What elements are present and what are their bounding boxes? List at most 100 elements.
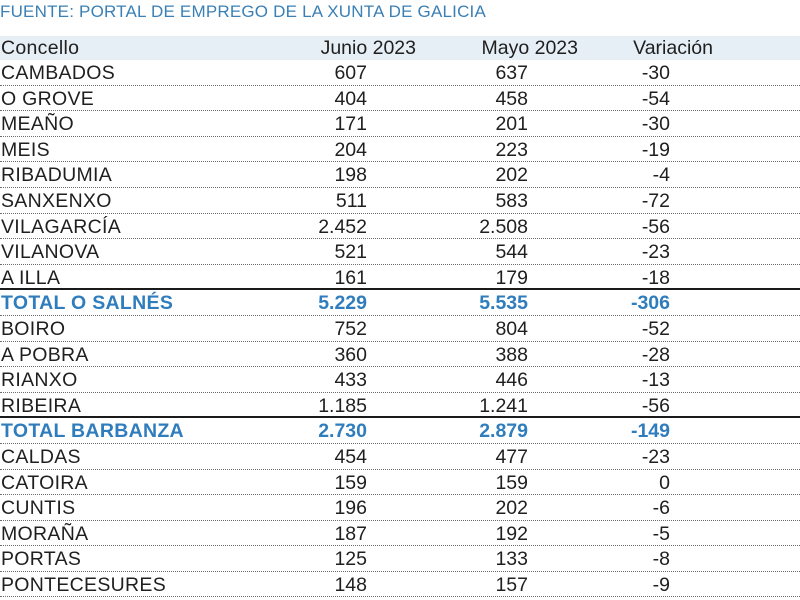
cell-variacion: -52: [641, 317, 670, 340]
source-caption: FUENTE: PORTAL DE EMPREGO DE LA XUNTA DE…: [0, 2, 487, 21]
table-row: RIANXO 433 446 -13: [0, 367, 800, 393]
total-row-o-salnes: TOTAL O SALNÉS 5.229 5.535 -306: [0, 290, 800, 316]
cell-junio: 187: [334, 522, 367, 545]
cell-concello: MORAÑA: [1, 522, 89, 545]
header-concello: Concello: [1, 37, 80, 59]
cell-variacion: -23: [641, 241, 670, 264]
cell-junio: 2.730: [318, 420, 367, 443]
cell-concello: PONTECESURES: [1, 573, 167, 596]
cell-variacion: -9: [652, 573, 670, 596]
cell-concello: CUNTIS: [1, 497, 76, 520]
cell-junio: 161: [334, 266, 367, 289]
cell-variacion: -8: [652, 548, 670, 571]
cell-variacion: -54: [641, 87, 670, 110]
cell-concello: A ILLA: [1, 266, 61, 289]
header-mayo-2023: Mayo 2023: [481, 37, 578, 59]
cell-concello: CATOIRA: [1, 471, 88, 494]
cell-mayo: 804: [495, 317, 528, 340]
cell-mayo: 388: [495, 343, 528, 366]
cell-variacion: 0: [659, 471, 670, 494]
cell-concello: TOTAL BARBANZA: [1, 420, 184, 443]
cell-junio: 433: [334, 369, 367, 392]
cell-mayo: 133: [495, 548, 528, 571]
cell-concello: MEIS: [1, 138, 50, 161]
table-row: PONTECESURES 148 157 -9: [0, 572, 800, 598]
cell-junio: 454: [334, 445, 367, 468]
table-row: PORTAS 125 133 -8: [0, 546, 800, 572]
table-row: CALDAS 454 477 -23: [0, 444, 800, 470]
cell-variacion: -5: [652, 522, 670, 545]
cell-concello: RIBADUMIA: [1, 164, 113, 187]
cell-junio: 511: [335, 189, 367, 212]
table-header-row: Concello Junio 2023 Mayo 2023 Variación: [0, 36, 800, 60]
table-row: RIBADUMIA 198 202 -4: [0, 162, 800, 188]
cell-concello: RIBEIRA: [1, 394, 82, 417]
cell-mayo: 192: [495, 522, 528, 545]
total-row-barbanza: TOTAL BARBANZA 2.730 2.879 -149: [0, 418, 800, 444]
table-row: VILANOVA 521 544 -23: [0, 239, 800, 265]
table-row: MORAÑA 187 192 -5: [0, 521, 800, 547]
cell-mayo: 446: [495, 369, 528, 392]
cell-mayo: 5.535: [479, 292, 528, 315]
cell-junio: 521: [334, 241, 367, 264]
table-row: O GROVE 404 458 -54: [0, 86, 800, 112]
cell-concello: SANXENXO: [1, 189, 112, 212]
cell-mayo: 458: [495, 87, 528, 110]
table-row: RIBEIRA 1.185 1.241 -56: [0, 393, 800, 419]
cell-mayo: 583: [495, 189, 528, 212]
table-row: BOIRO 752 804 -52: [0, 316, 800, 342]
cell-junio: 752: [334, 317, 367, 340]
cell-mayo: 223: [495, 138, 528, 161]
cell-variacion: -72: [641, 189, 670, 212]
cell-variacion: -149: [630, 420, 670, 443]
cell-mayo: 637: [495, 62, 528, 84]
cell-concello: TOTAL O SALNÉS: [1, 292, 174, 315]
cell-variacion: -56: [641, 215, 670, 238]
table-row: MEAÑO 171 201 -30: [0, 111, 800, 137]
table-row: MEIS 204 223 -19: [0, 137, 800, 163]
cell-concello: VILAGARCÍA: [1, 215, 122, 238]
cell-variacion: -13: [641, 369, 670, 392]
cell-concello: CAMBADOS: [1, 62, 116, 84]
cell-junio: 204: [334, 138, 367, 161]
cell-variacion: -56: [641, 394, 670, 417]
cell-junio: 196: [334, 497, 367, 520]
cell-mayo: 159: [495, 471, 528, 494]
table-row: CUNTIS 196 202 -6: [0, 495, 800, 521]
cell-concello: RIANXO: [1, 369, 78, 392]
cell-variacion: -23: [641, 445, 670, 468]
table-row: CAMBADOS 607 637 -30: [0, 60, 800, 86]
cell-junio: 607: [334, 62, 367, 84]
cell-concello: A POBRA: [1, 343, 89, 366]
cell-junio: 171: [334, 113, 367, 136]
unemployment-table: Concello Junio 2023 Mayo 2023 Variación …: [0, 36, 800, 598]
cell-mayo: 2.508: [479, 215, 528, 238]
cell-concello: BOIRO: [1, 317, 66, 340]
cell-junio: 198: [334, 164, 367, 187]
cell-junio: 1.185: [318, 394, 367, 417]
table-row: A ILLA 161 179 -18: [0, 265, 800, 291]
cell-concello: CALDAS: [1, 445, 81, 468]
cell-junio: 404: [334, 87, 367, 110]
table-row: A POBRA 360 388 -28: [0, 342, 800, 368]
cell-concello: O GROVE: [1, 87, 95, 110]
cell-variacion: -306: [630, 292, 670, 315]
cell-variacion: -30: [641, 62, 670, 84]
cell-junio: 159: [334, 471, 367, 494]
cell-junio: 5.229: [318, 292, 367, 315]
cell-mayo: 179: [495, 266, 528, 289]
cell-mayo: 544: [495, 241, 528, 264]
table-row: CATOIRA 159 159 0: [0, 470, 800, 496]
cell-junio: 148: [334, 573, 367, 596]
cell-junio: 125: [334, 548, 367, 571]
header-variacion: Variación: [633, 37, 713, 59]
table-row: VILAGARCÍA 2.452 2.508 -56: [0, 214, 800, 240]
cell-variacion: -28: [641, 343, 670, 366]
cell-mayo: 2.879: [479, 420, 528, 443]
cell-concello: VILANOVA: [1, 241, 100, 264]
cell-mayo: 1.241: [479, 394, 528, 417]
cell-variacion: -30: [641, 113, 670, 136]
cell-mayo: 202: [495, 497, 528, 520]
cell-mayo: 477: [495, 445, 528, 468]
cell-variacion: -6: [652, 497, 670, 520]
